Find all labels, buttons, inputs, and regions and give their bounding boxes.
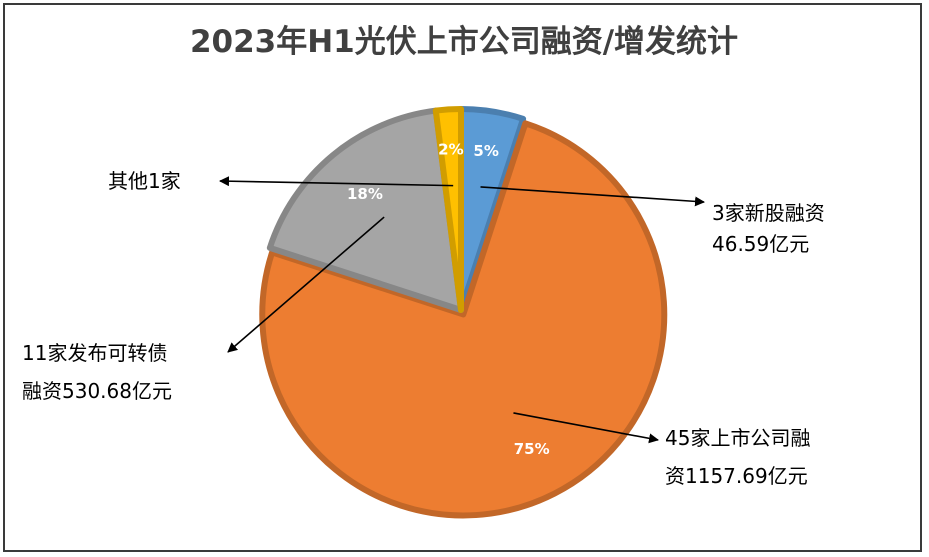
annotation-text: 45家上市公司融	[665, 426, 810, 450]
slice-percent-label: 18%	[347, 185, 383, 203]
annotation-text: 资1157.69亿元	[665, 464, 808, 488]
annotation-text: 3家新股融资	[712, 201, 825, 225]
annotation-arrow	[227, 216, 385, 353]
annotation-arrow	[219, 176, 454, 187]
annotation-text: 其他1家	[108, 169, 181, 193]
pie-slices	[259, 106, 668, 519]
pie-slice	[266, 107, 464, 313]
slice-percent-label: 2%	[438, 141, 463, 159]
chart-title: 2023年H1光伏上市公司融资/增发统计	[190, 24, 738, 60]
annotation-arrow	[513, 412, 659, 444]
slice-labels: 5% 75% 18% 2%	[347, 141, 550, 458]
annotation-text: 11家发布可转债	[22, 341, 167, 365]
slice-percent-label: 5%	[473, 142, 498, 160]
annotation-arrow	[480, 186, 705, 207]
slice-percent-label: 75%	[514, 440, 550, 458]
annotation-text: 融资530.68亿元	[22, 379, 172, 403]
pie-slice	[259, 120, 668, 519]
pie-slice	[432, 106, 464, 313]
annotation-text: 46.59亿元	[712, 232, 809, 256]
